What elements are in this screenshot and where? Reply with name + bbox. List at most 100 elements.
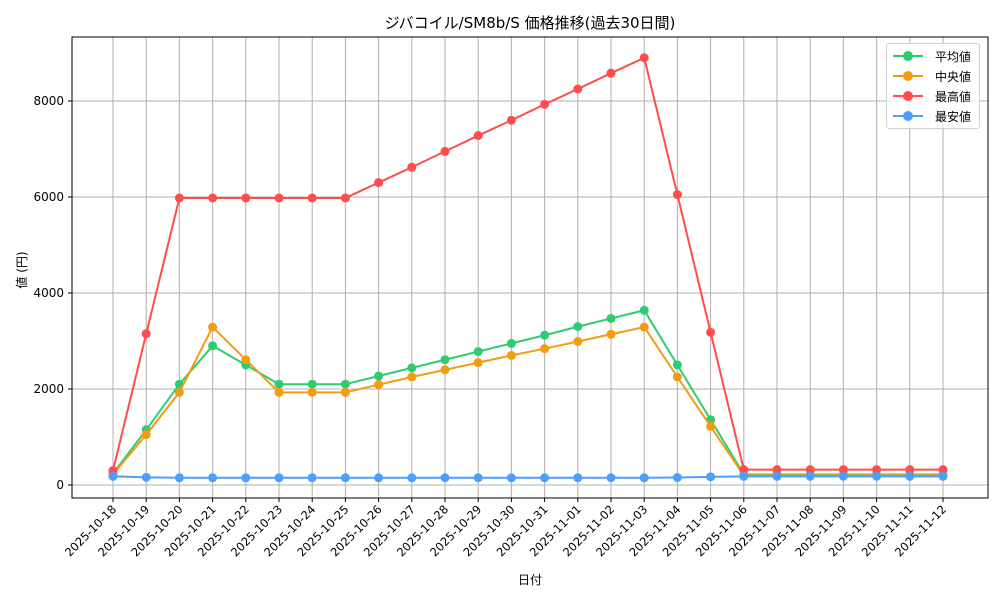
data-point bbox=[174, 387, 184, 397]
y-tick-label: 4000 bbox=[33, 286, 64, 300]
legend-item-average: 平均値 bbox=[893, 47, 971, 65]
legend-label: 最高値 bbox=[935, 89, 972, 104]
data-point bbox=[672, 473, 682, 483]
data-point bbox=[208, 193, 218, 203]
data-point bbox=[440, 473, 450, 483]
data-point bbox=[307, 387, 317, 397]
data-point bbox=[706, 421, 716, 431]
data-point bbox=[540, 330, 550, 340]
series-line bbox=[108, 305, 948, 479]
y-tick-label: 6000 bbox=[33, 190, 64, 204]
legend-item-median: 中央値 bbox=[893, 67, 971, 85]
legend: 平均値 中央値 最高値 最安値 bbox=[886, 43, 980, 129]
data-point bbox=[672, 372, 682, 382]
data-point bbox=[407, 473, 417, 483]
data-point bbox=[141, 329, 151, 339]
data-point bbox=[805, 471, 815, 481]
data-point bbox=[141, 472, 151, 482]
legend-label: 平均値 bbox=[935, 49, 972, 64]
data-point bbox=[639, 53, 649, 63]
data-point bbox=[938, 471, 948, 481]
data-point bbox=[805, 465, 815, 475]
chart-title: ジバコイル/SM8b/S 価格推移(過去30日間) bbox=[384, 14, 676, 32]
data-point bbox=[374, 371, 384, 381]
data-point bbox=[706, 472, 716, 482]
data-point bbox=[573, 322, 583, 332]
data-point bbox=[407, 162, 417, 172]
series-line bbox=[108, 322, 948, 480]
data-point bbox=[872, 465, 882, 475]
data-point bbox=[241, 473, 251, 483]
data-point bbox=[540, 344, 550, 354]
data-point bbox=[872, 471, 882, 481]
data-point bbox=[208, 322, 218, 332]
data-point bbox=[838, 471, 848, 481]
data-point bbox=[672, 190, 682, 200]
data-point bbox=[340, 473, 350, 483]
data-point bbox=[540, 473, 550, 483]
data-point bbox=[208, 473, 218, 483]
series-line bbox=[108, 53, 948, 476]
data-point bbox=[473, 131, 483, 141]
legend-item-min: 最安値 bbox=[893, 107, 971, 125]
data-point bbox=[506, 350, 516, 360]
data-point bbox=[407, 372, 417, 382]
data-point bbox=[739, 471, 749, 481]
data-point bbox=[208, 341, 218, 351]
data-point bbox=[274, 387, 284, 397]
data-point bbox=[905, 465, 915, 475]
data-point bbox=[440, 365, 450, 375]
series-line bbox=[108, 471, 948, 483]
data-point bbox=[706, 327, 716, 337]
data-point bbox=[772, 471, 782, 481]
data-point bbox=[340, 193, 350, 203]
y-tick-label: 2000 bbox=[33, 382, 64, 396]
grid bbox=[72, 37, 988, 498]
data-point bbox=[938, 465, 948, 475]
data-point bbox=[440, 146, 450, 156]
data-point bbox=[340, 379, 350, 389]
data-point bbox=[407, 363, 417, 373]
data-point bbox=[639, 305, 649, 315]
data-point bbox=[639, 473, 649, 483]
data-point bbox=[274, 379, 284, 389]
data-point bbox=[274, 473, 284, 483]
series-path bbox=[112, 475, 943, 479]
data-point bbox=[606, 68, 616, 78]
data-point bbox=[307, 193, 317, 203]
data-point bbox=[506, 338, 516, 348]
y-tick-label: 8000 bbox=[33, 94, 64, 108]
data-point bbox=[838, 465, 848, 475]
data-point bbox=[241, 193, 251, 203]
y-tick-label: 0 bbox=[56, 478, 64, 492]
data-point bbox=[440, 355, 450, 365]
series-path bbox=[112, 309, 943, 476]
legend-marker-icon bbox=[893, 51, 923, 61]
data-point bbox=[473, 358, 483, 368]
legend-item-max: 最高値 bbox=[893, 87, 971, 105]
data-point bbox=[639, 322, 649, 332]
data-point bbox=[606, 313, 616, 323]
data-point bbox=[606, 329, 616, 339]
legend-marker-icon bbox=[893, 91, 923, 101]
data-point bbox=[174, 473, 184, 483]
data-point bbox=[340, 387, 350, 397]
data-point bbox=[307, 379, 317, 389]
data-point bbox=[374, 473, 384, 483]
series-path bbox=[112, 56, 943, 471]
data-point bbox=[573, 336, 583, 346]
axes-frame bbox=[71, 36, 989, 499]
y-axis-label: 値 (円) bbox=[14, 251, 29, 288]
series-path bbox=[112, 325, 943, 477]
legend-label: 最安値 bbox=[935, 109, 972, 124]
data-point bbox=[739, 465, 749, 475]
data-point bbox=[473, 473, 483, 483]
data-point bbox=[772, 465, 782, 475]
data-point bbox=[374, 178, 384, 188]
data-point bbox=[141, 430, 151, 440]
data-point bbox=[473, 347, 483, 357]
legend-label: 中央値 bbox=[935, 69, 972, 84]
x-axis-label: 日付 bbox=[518, 573, 542, 587]
